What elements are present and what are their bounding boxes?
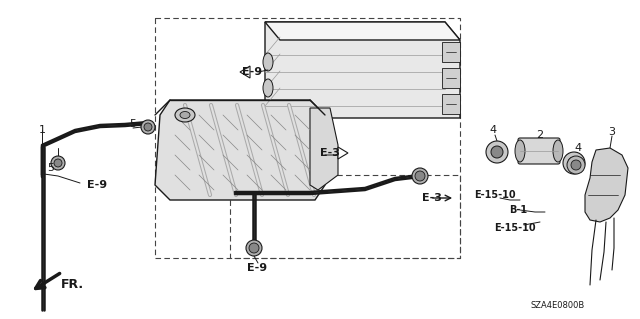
Ellipse shape [263,53,273,71]
Text: 2: 2 [536,130,543,140]
FancyBboxPatch shape [518,138,560,164]
Ellipse shape [175,108,195,122]
Bar [230,175,460,258]
Bar [442,68,460,88]
Text: E-15-10: E-15-10 [474,190,516,200]
Circle shape [563,152,585,174]
Circle shape [491,146,503,158]
Text: SZA4E0800B: SZA4E0800B [531,301,585,310]
Polygon shape [585,148,628,222]
Circle shape [51,156,65,170]
Circle shape [571,160,581,170]
Text: E-15-10: E-15-10 [494,223,536,233]
Text: E-3: E-3 [320,148,340,158]
Circle shape [567,156,585,174]
Text: 1: 1 [38,125,45,135]
Ellipse shape [263,79,273,97]
Circle shape [415,171,425,181]
Circle shape [144,123,152,131]
Circle shape [249,243,259,253]
Text: B-1: B-1 [509,205,527,215]
Bar [442,42,460,62]
Text: 5: 5 [129,119,136,129]
Text: 4: 4 [490,125,497,135]
Text: 3: 3 [609,127,616,137]
Polygon shape [338,147,348,159]
Polygon shape [155,100,325,200]
Ellipse shape [515,140,525,162]
Ellipse shape [553,140,563,162]
Bar [442,94,460,114]
Polygon shape [310,108,338,190]
Text: 5: 5 [47,163,54,173]
Ellipse shape [180,112,190,118]
Circle shape [141,120,155,134]
Polygon shape [240,66,250,78]
Text: E-9: E-9 [242,67,262,77]
Polygon shape [265,22,460,40]
Polygon shape [265,22,460,118]
Circle shape [568,157,580,169]
Bar [155,18,460,258]
Text: E-3: E-3 [422,193,442,203]
Circle shape [54,159,62,167]
Circle shape [486,141,508,163]
Circle shape [412,168,428,184]
Circle shape [246,240,262,256]
Text: E-9: E-9 [87,180,107,190]
Text: 4: 4 [575,143,582,153]
Text: FR.: FR. [60,278,84,292]
Text: E-9: E-9 [247,263,267,273]
